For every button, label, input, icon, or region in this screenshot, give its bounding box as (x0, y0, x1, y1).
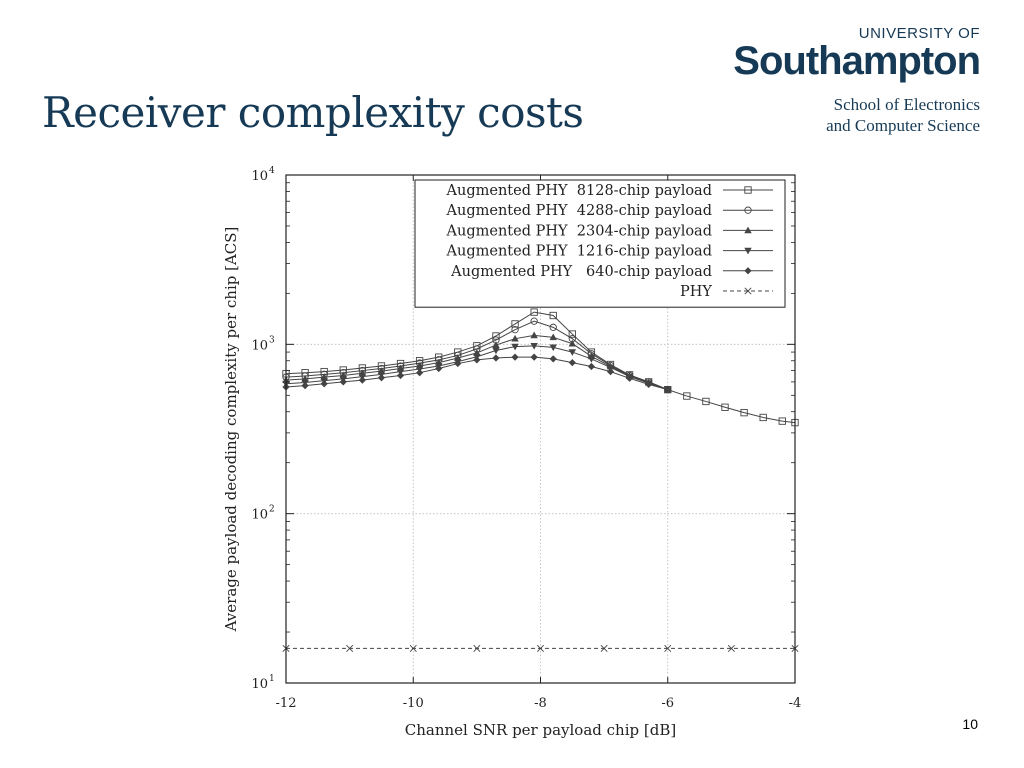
data-point (664, 644, 672, 652)
legend-marker (744, 247, 752, 255)
data-point (301, 382, 309, 390)
data-point (568, 339, 577, 347)
data-point (473, 644, 481, 652)
y-tick-label: 10 (251, 338, 268, 353)
y-tick-exponent: 2 (269, 505, 275, 515)
slide-title: Receiver complexity costs (42, 88, 584, 137)
data-point (536, 644, 545, 652)
data-point (409, 644, 417, 652)
data-point (568, 358, 576, 367)
y-tick-label: 10 (251, 508, 268, 523)
data-point (702, 397, 710, 406)
data-point (454, 359, 462, 368)
data-point (549, 333, 557, 341)
legend-label: PHY (680, 284, 712, 300)
university-logo: UNIVERSITY OF Southampton School of Elec… (730, 25, 981, 136)
legend-marker (744, 267, 752, 275)
data-point (664, 386, 672, 394)
data-point (625, 374, 634, 382)
legend-marker (744, 287, 752, 295)
legend-box (414, 179, 786, 308)
data-point (511, 343, 519, 351)
data-point (530, 317, 538, 325)
x-tick-label: -8 (534, 696, 547, 711)
series-5 (282, 353, 672, 394)
x-tick-label: -4 (789, 696, 802, 711)
y-axis-label: Average payload decoding complexity per … (222, 227, 240, 633)
data-point (530, 342, 538, 350)
data-point (511, 353, 519, 361)
y-tick-exponent: 4 (269, 166, 275, 176)
data-point (339, 378, 347, 386)
y-tick-label: 10 (251, 677, 268, 692)
data-point (721, 403, 729, 411)
data-point (778, 417, 786, 425)
data-point (568, 330, 576, 338)
legend-marker (744, 206, 752, 214)
series-lines (282, 308, 799, 652)
data-point (511, 326, 519, 334)
data-point (320, 380, 328, 388)
x-axis-label: Channel SNR per payload chip [dB] (405, 721, 676, 739)
x-tick-label: -10 (403, 696, 424, 711)
y-tick-exponent: 3 (269, 335, 275, 345)
series-6 (282, 644, 799, 652)
data-point (645, 380, 653, 389)
data-point (549, 344, 557, 352)
logo-university-of: UNIVERSITY OF (858, 25, 980, 42)
data-point (492, 354, 500, 362)
data-point (396, 371, 405, 380)
data-point (606, 367, 615, 376)
legend-label: Augmented PHY 4288-chip payload (446, 203, 712, 219)
y-tick-label: 10 (251, 169, 268, 184)
y-tick-exponent: 1 (269, 674, 275, 684)
data-point (727, 644, 735, 652)
data-point (492, 347, 500, 355)
legend-marker (744, 186, 752, 194)
data-point (600, 644, 608, 652)
data-point (435, 364, 443, 373)
data-point (740, 408, 748, 417)
data-point (568, 349, 577, 356)
legend-label: Augmented PHY 8128-chip payload (446, 183, 712, 199)
data-point (683, 392, 691, 400)
logo-school-line2: and Computer Science (826, 116, 980, 135)
data-point (759, 413, 767, 422)
data-point (473, 356, 481, 364)
page-number: 10 (962, 716, 978, 732)
legend-label: Augmented PHY 1216-chip payload (446, 244, 712, 260)
data-point (358, 376, 366, 384)
legend-label: Augmented PHY 640-chip payload (450, 264, 712, 280)
data-point (587, 356, 596, 363)
data-point (530, 353, 538, 361)
series-line (285, 311, 796, 424)
data-point (530, 331, 538, 339)
data-point (346, 644, 354, 652)
data-point (511, 334, 519, 342)
series-line (285, 320, 668, 391)
data-point (530, 308, 538, 316)
legend-marker (744, 226, 752, 234)
legend-label: Augmented PHY 2304-chip payload (446, 223, 712, 239)
data-point (415, 369, 424, 377)
data-point (549, 355, 557, 363)
logo-brand: Southampton (733, 39, 981, 83)
data-point (549, 311, 557, 320)
data-point (606, 364, 615, 372)
legend: Augmented PHY 8128-chip payload Augmented… (414, 179, 786, 308)
data-point (377, 374, 386, 382)
x-tick-label: -6 (661, 696, 674, 711)
logo-school-line1: School of Electronics (833, 95, 980, 114)
data-point (549, 323, 557, 331)
data-point (492, 332, 500, 340)
x-tick-label: -12 (276, 696, 297, 711)
data-point (587, 362, 596, 371)
data-point (511, 320, 519, 328)
